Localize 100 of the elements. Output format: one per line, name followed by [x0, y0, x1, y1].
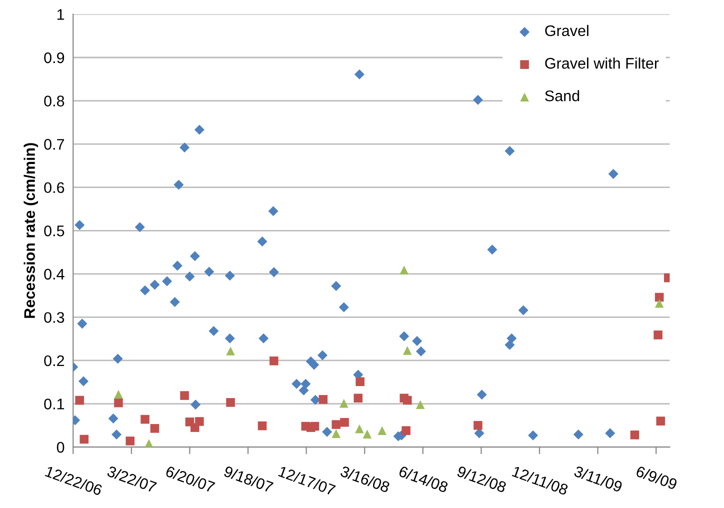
- point: [74, 220, 85, 230]
- point: [174, 180, 184, 190]
- x-tick-label: 9/12/08: [456, 465, 507, 493]
- point: [180, 391, 189, 400]
- y-tick-label: 0.4: [44, 268, 64, 280]
- y-tick-label: 0.2: [44, 355, 64, 366]
- point: [402, 346, 412, 355]
- x-tick-label: 6/14/08: [398, 465, 449, 493]
- y-tick-label: 0.6: [44, 182, 64, 194]
- y-tick-label: 0.1: [44, 398, 64, 410]
- point: [474, 421, 482, 430]
- point: [332, 420, 340, 429]
- point: [322, 426, 332, 437]
- point: [400, 266, 409, 274]
- point: [114, 398, 123, 408]
- y-tick-label: 1: [57, 9, 64, 20]
- point: [226, 346, 235, 356]
- point: [268, 267, 279, 278]
- point: [356, 377, 364, 386]
- point: [126, 436, 135, 446]
- point: [518, 305, 528, 316]
- point: [362, 430, 372, 438]
- point: [332, 429, 340, 438]
- point: [399, 331, 410, 342]
- point: [318, 395, 328, 404]
- point: [184, 272, 195, 282]
- point: [258, 421, 267, 430]
- point: [224, 270, 235, 281]
- point: [208, 326, 219, 336]
- point: [412, 336, 422, 346]
- point: [80, 434, 89, 444]
- legend-label: Gravel: [545, 24, 588, 36]
- y-tick-label: 0.8: [44, 96, 64, 106]
- point: [331, 281, 342, 292]
- y-tick-label: 0: [56, 442, 64, 453]
- point: [195, 417, 204, 426]
- point: [608, 168, 618, 179]
- x-tick-label: 9/18/07: [223, 465, 274, 493]
- point: [355, 424, 364, 434]
- point: [310, 422, 320, 431]
- point: [270, 356, 278, 366]
- point: [402, 396, 412, 405]
- point: [170, 297, 180, 308]
- point: [180, 142, 190, 153]
- x-tick-label: 3/11/09: [574, 465, 623, 492]
- point: [298, 385, 309, 396]
- point: [112, 429, 122, 440]
- point: [504, 146, 515, 156]
- y-tick-label: 0.3: [44, 312, 64, 323]
- point: [528, 430, 538, 440]
- point: [656, 416, 666, 426]
- point: [654, 330, 662, 340]
- point: [224, 333, 235, 344]
- point: [654, 298, 664, 308]
- point: [257, 236, 268, 246]
- point: [474, 428, 484, 438]
- point: [504, 340, 515, 350]
- legend-label: Sand: [545, 90, 580, 102]
- point: [78, 376, 88, 386]
- point: [416, 346, 426, 356]
- point: [630, 430, 640, 440]
- point: [318, 350, 328, 360]
- point: [112, 354, 123, 364]
- y-tick-label: 0.9: [44, 52, 64, 64]
- x-tick-label: 3/16/08: [340, 465, 390, 493]
- point: [378, 426, 386, 435]
- point: [354, 69, 364, 80]
- point: [300, 378, 311, 389]
- point: [573, 429, 584, 440]
- point: [476, 390, 487, 400]
- point: [402, 426, 410, 435]
- y-tick-label: 0.5: [44, 226, 64, 236]
- point: [472, 94, 483, 105]
- x-tick-label: 6/20/07: [165, 465, 216, 493]
- point: [605, 428, 616, 438]
- point: [162, 276, 172, 286]
- point: [310, 394, 320, 405]
- point: [194, 124, 204, 135]
- point: [190, 251, 200, 262]
- point: [150, 280, 160, 290]
- point: [487, 244, 498, 255]
- point: [338, 302, 349, 312]
- point: [339, 398, 348, 408]
- point: [114, 390, 123, 399]
- point: [416, 400, 425, 410]
- point: [190, 400, 201, 410]
- point: [268, 206, 278, 216]
- point: [506, 333, 517, 344]
- point: [226, 398, 235, 407]
- x-tick-label: 6/9/09: [635, 465, 678, 490]
- point: [108, 413, 118, 424]
- point: [204, 266, 214, 277]
- point: [309, 360, 320, 370]
- point: [140, 285, 150, 296]
- point: [150, 424, 160, 433]
- point: [75, 396, 84, 405]
- point: [77, 318, 88, 329]
- point: [134, 222, 145, 232]
- point: [340, 418, 349, 427]
- y-axis-title: Recession rate (cm/min): [24, 143, 38, 318]
